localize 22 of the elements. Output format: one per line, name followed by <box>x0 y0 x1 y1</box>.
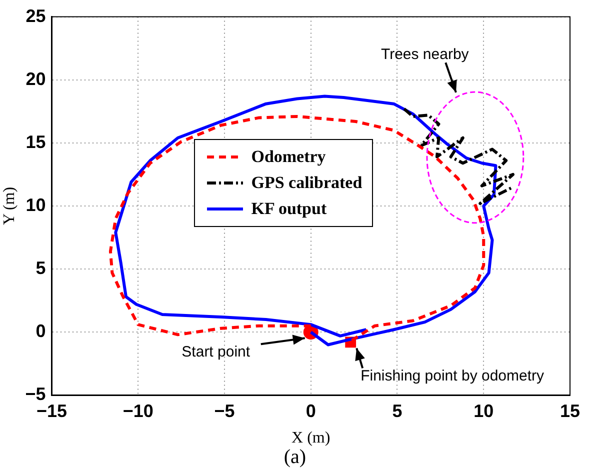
y-tick-label: 0 <box>36 321 46 342</box>
annotation: Start point <box>182 343 251 360</box>
legend-label: GPS calibrated <box>251 172 362 193</box>
y-tick-label: 25 <box>26 6 46 26</box>
x-tick-label: −10 <box>122 400 154 421</box>
annotation: Trees nearby <box>380 46 470 63</box>
annotation: Finishing point by odometry <box>360 367 545 384</box>
y-tick-label: 5 <box>36 258 46 278</box>
x-axis-title: X (m) <box>292 430 330 447</box>
legend-label: KF output <box>251 198 327 219</box>
legend-label: Odometry <box>251 146 326 167</box>
x-tick-label: 5 <box>392 400 402 421</box>
line-series <box>402 107 514 205</box>
text: (a) <box>282 446 308 469</box>
x-tick-label: 0 <box>306 400 316 421</box>
x-tick-label: 15 <box>560 400 580 421</box>
y-tick-label: 10 <box>26 194 46 215</box>
y-tick-label: 15 <box>26 132 46 152</box>
x-tick-label: 10 <box>474 400 494 421</box>
y-axis-title: Y (m) <box>0 186 18 226</box>
y-tick-label: 20 <box>26 68 46 89</box>
x-tick-label: −5 <box>214 400 235 421</box>
